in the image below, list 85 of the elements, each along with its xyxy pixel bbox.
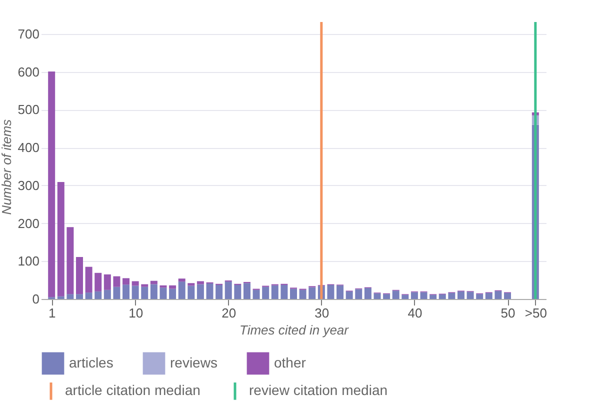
x-tick-label: 30: [314, 306, 330, 320]
bar: [252, 290, 260, 299]
bar: [206, 283, 214, 299]
bar: [57, 182, 64, 296]
y-tick-label: 200: [18, 216, 40, 231]
bar: [141, 284, 148, 287]
y-tick-label: 400: [18, 140, 40, 156]
bar: [410, 292, 418, 299]
bar: [280, 284, 288, 299]
bar: [85, 292, 92, 299]
bar: [374, 293, 381, 299]
bar: [104, 290, 111, 299]
bar: [196, 281, 204, 284]
bar: [48, 71, 56, 298]
bar: [150, 284, 158, 299]
bar: [494, 291, 502, 299]
bar: [485, 292, 492, 299]
bar: [271, 285, 278, 299]
bar: [308, 287, 316, 299]
bar: [392, 290, 400, 299]
bar: [169, 288, 176, 299]
bar: [476, 294, 484, 299]
legend-label: other: [274, 354, 306, 370]
bar: [402, 294, 409, 299]
bar: [299, 290, 306, 299]
bar: [438, 294, 446, 299]
y-tick-label: 700: [18, 26, 40, 42]
x-tick-label: 20: [222, 306, 236, 320]
x-tick-label: >50: [524, 306, 547, 320]
bar: [113, 286, 120, 299]
legend-label: article citation median: [65, 382, 200, 398]
bar: [224, 282, 232, 299]
bar: [85, 266, 92, 293]
bar: [141, 286, 148, 299]
x-axis-title: Times cited in year: [240, 322, 350, 338]
bar: [66, 294, 74, 299]
bar: [169, 285, 176, 289]
bar: [132, 286, 139, 299]
bar: [188, 283, 195, 286]
y-tick-label: 0: [32, 292, 40, 306]
bar: [94, 291, 102, 299]
bar: [420, 292, 428, 299]
bar: [430, 294, 437, 299]
bar: [76, 256, 83, 294]
bar: [262, 286, 270, 299]
y-tick-label: 100: [18, 254, 40, 269]
bar: [364, 288, 372, 299]
x-tick-label: 50: [500, 306, 516, 320]
bar: [234, 284, 242, 299]
x-tick-label: 40: [408, 306, 422, 320]
bar: [94, 272, 102, 292]
bar: [243, 283, 250, 299]
y-tick-label: 600: [18, 64, 40, 80]
bar: [113, 276, 120, 287]
bar: [216, 284, 223, 299]
legend-label: review citation median: [249, 382, 388, 398]
bar: [132, 281, 139, 286]
bar: [355, 289, 362, 299]
bar: [196, 284, 204, 299]
x-tick-label: 10: [128, 306, 144, 320]
legend-label: reviews: [170, 354, 218, 370]
bar: [76, 294, 83, 299]
bar: [457, 291, 464, 299]
bar: [178, 278, 186, 282]
bar: [504, 292, 512, 299]
bar: [160, 288, 167, 299]
bar: [290, 288, 297, 299]
bar: [57, 296, 64, 299]
bar: [104, 274, 111, 290]
bar: [327, 284, 334, 299]
bar: [466, 292, 474, 299]
y-axis-title: Number of items: [0, 118, 14, 215]
legend-label: articles: [69, 354, 114, 370]
bar: [188, 286, 195, 299]
bar: [383, 294, 390, 299]
y-tick-label: 300: [18, 178, 40, 193]
bar: [346, 291, 353, 299]
bar: [448, 292, 456, 299]
bar: [336, 285, 344, 299]
bar: [178, 282, 186, 299]
bar: [66, 227, 74, 294]
y-tick-label: 500: [18, 102, 40, 118]
x-tick-label: 1: [48, 306, 56, 320]
bar: [122, 278, 130, 285]
bar: [122, 284, 130, 299]
